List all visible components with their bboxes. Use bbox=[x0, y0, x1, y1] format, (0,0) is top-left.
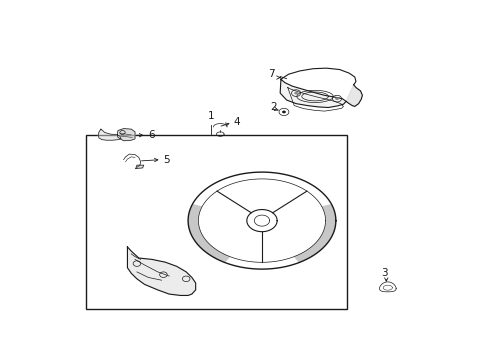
Bar bbox=[85, 135, 346, 309]
Circle shape bbox=[334, 97, 338, 100]
Circle shape bbox=[282, 111, 285, 113]
Polygon shape bbox=[98, 129, 121, 140]
Text: 7: 7 bbox=[268, 69, 274, 79]
Polygon shape bbox=[280, 79, 346, 108]
Polygon shape bbox=[346, 85, 362, 107]
Polygon shape bbox=[127, 247, 195, 296]
Text: 6: 6 bbox=[148, 130, 155, 140]
Text: 3: 3 bbox=[381, 268, 387, 278]
Polygon shape bbox=[136, 165, 143, 168]
Polygon shape bbox=[293, 204, 335, 262]
Text: 5: 5 bbox=[163, 155, 170, 165]
Circle shape bbox=[294, 92, 297, 94]
Text: 2: 2 bbox=[269, 102, 276, 112]
Polygon shape bbox=[117, 129, 135, 141]
Polygon shape bbox=[188, 204, 230, 262]
Text: 4: 4 bbox=[233, 117, 240, 127]
Text: 1: 1 bbox=[207, 111, 214, 121]
